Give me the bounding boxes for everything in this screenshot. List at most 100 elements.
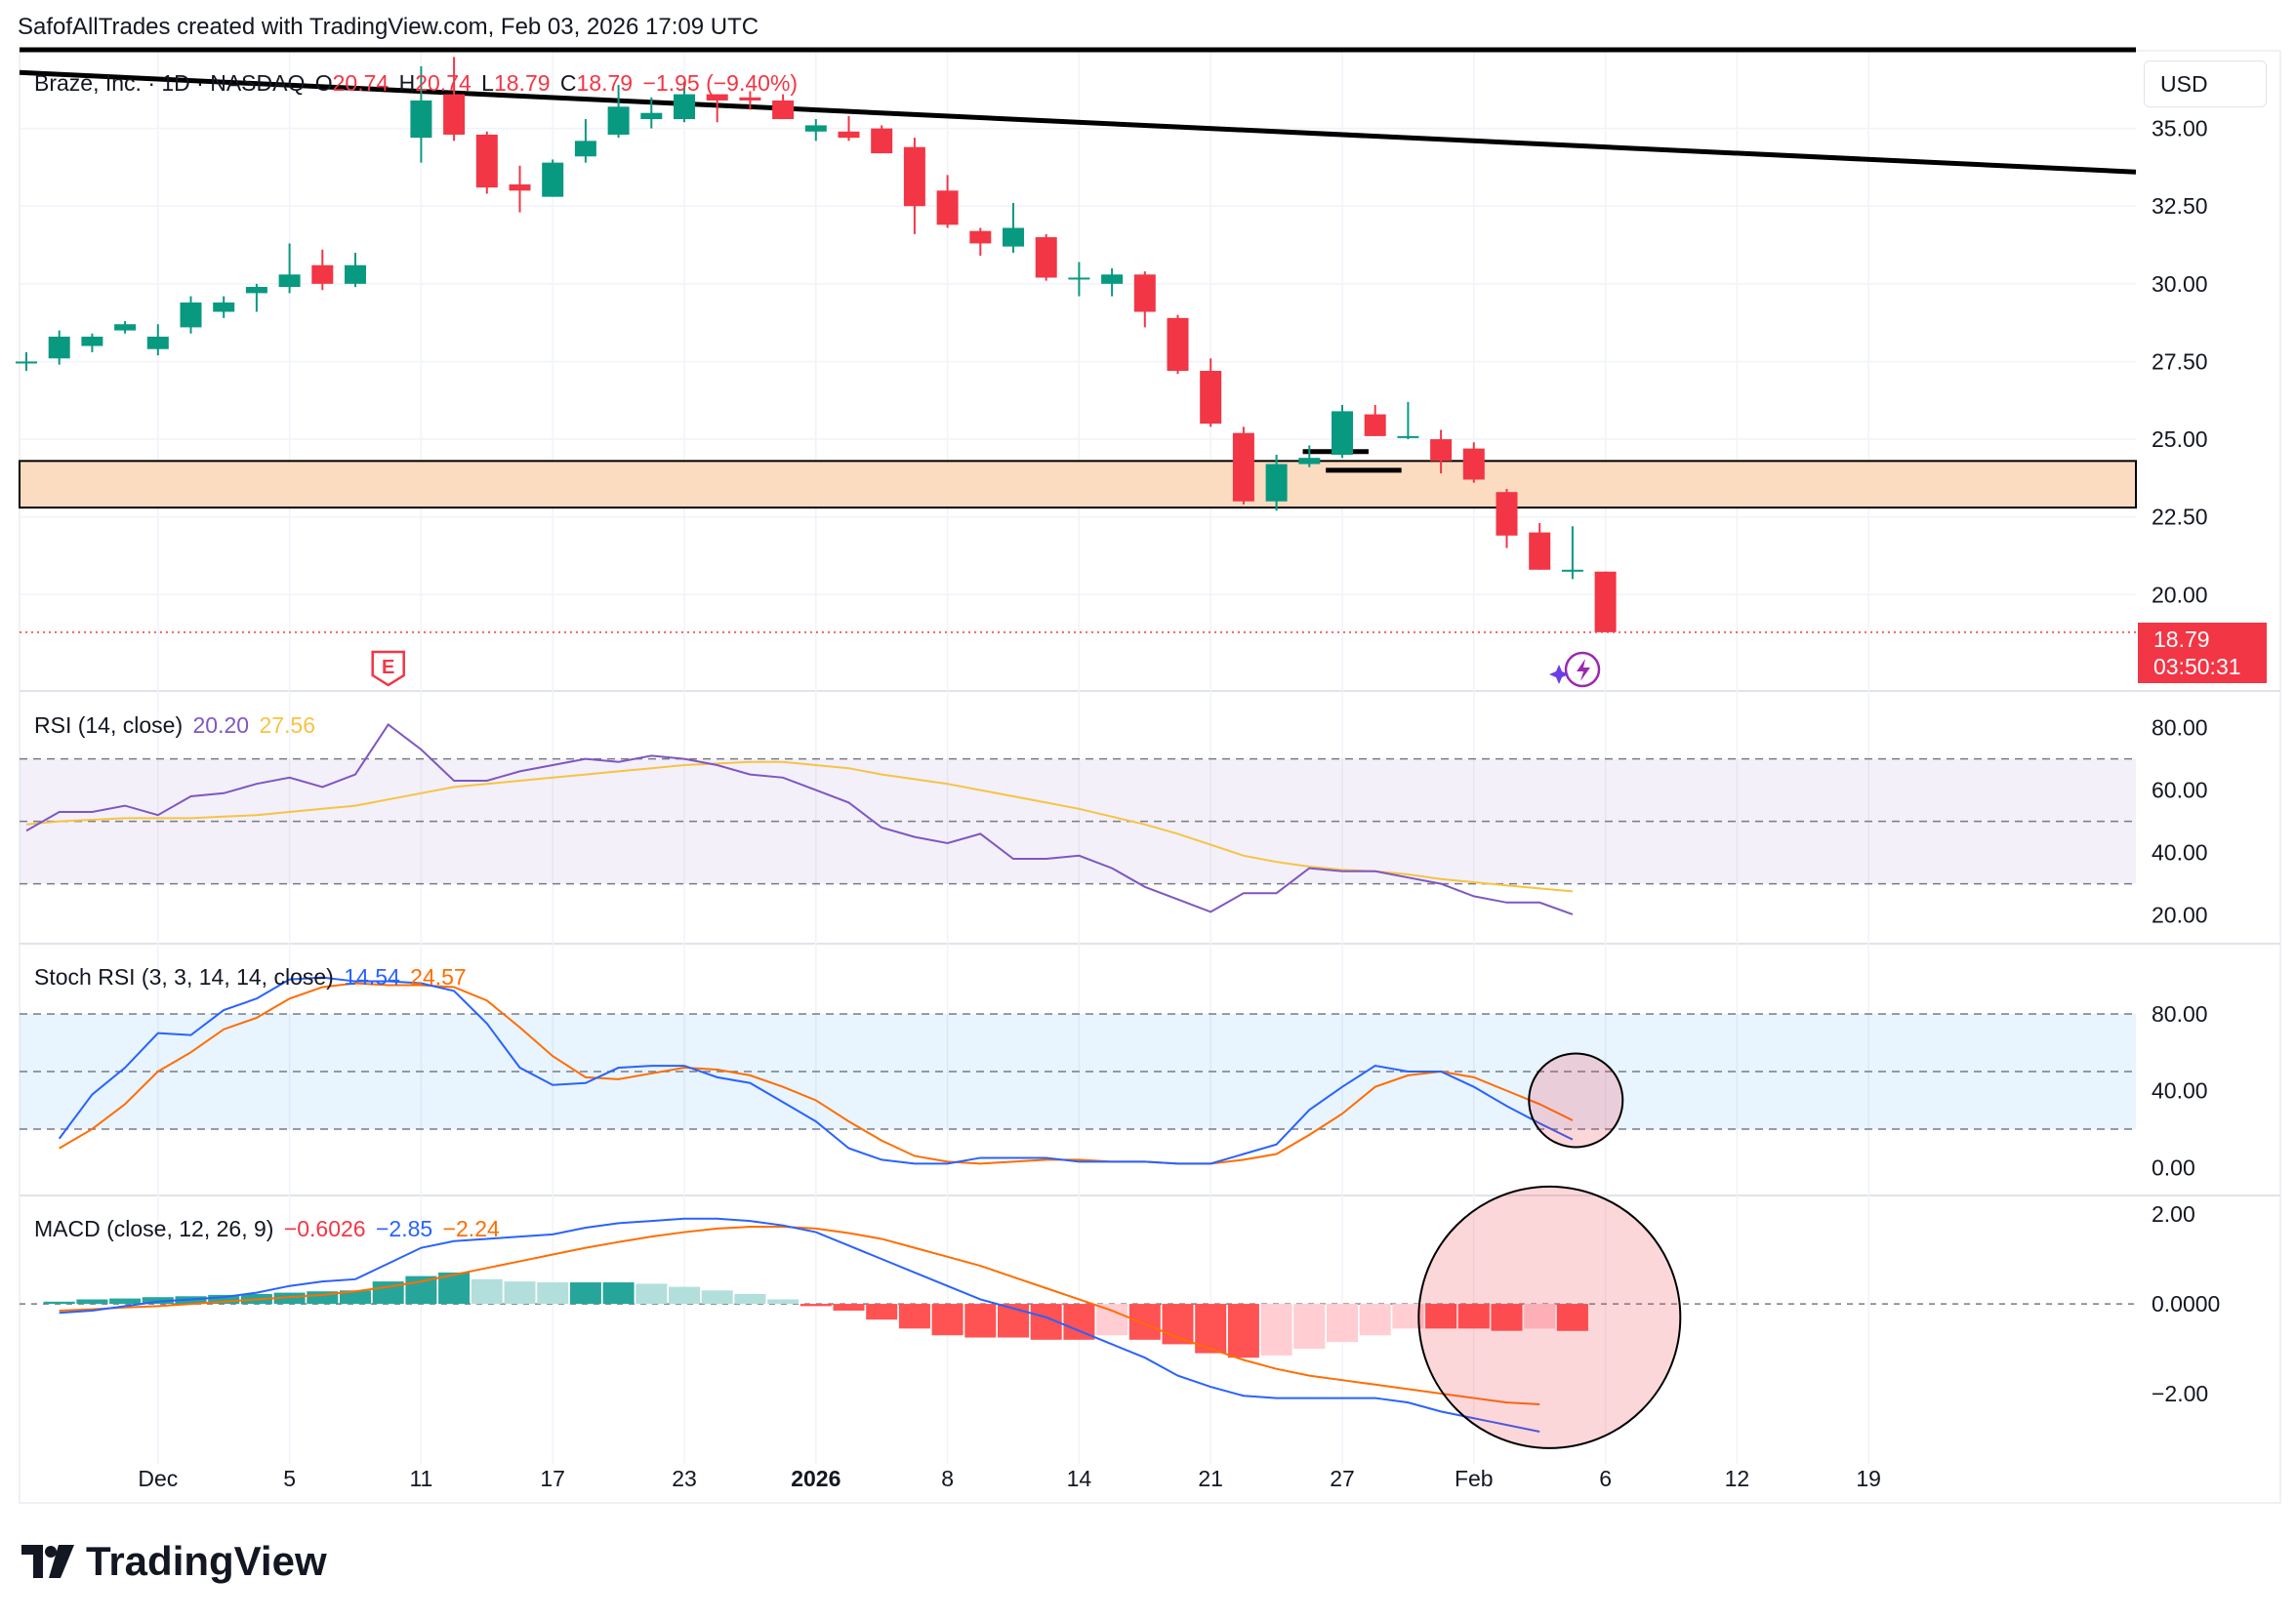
rsi-axis-label: 60.00 — [2152, 778, 2208, 803]
candle-body — [146, 336, 169, 349]
macd-histogram-bar — [866, 1304, 898, 1320]
price-axis-label: 27.50 — [2152, 348, 2208, 374]
stoch-axis-label: 40.00 — [2152, 1078, 2208, 1104]
low-value: 18.79 — [493, 70, 551, 96]
candle-body — [1298, 458, 1321, 465]
symbol-legend[interactable]: Braze, Inc. · 1D · NASDAQ O20.74 H20.74 … — [34, 70, 801, 97]
price-axis-label: 20.00 — [2152, 582, 2208, 607]
stoch-highlight-circle — [1528, 1052, 1624, 1149]
macd-histogram-bar — [1491, 1304, 1523, 1331]
macd-histogram-bar — [405, 1276, 437, 1305]
macd-histogram-bar — [636, 1283, 668, 1305]
macd-axis-label: 2.00 — [2152, 1201, 2195, 1227]
macd-histogram-bar — [208, 1294, 240, 1305]
candle-body — [1332, 411, 1353, 455]
tradingview-logo-icon — [21, 1545, 74, 1578]
candle-body — [706, 94, 728, 101]
change-value: −1.95 (−9.40%) — [642, 70, 799, 96]
price-axis-label: 25.00 — [2152, 426, 2208, 452]
macd-histogram-bar — [669, 1286, 700, 1305]
candle-body — [311, 264, 334, 284]
macd-line-value: −2.85 — [375, 1216, 433, 1241]
sparkle-icon — [1549, 665, 1570, 684]
candle-body — [936, 190, 959, 225]
earnings-marker-icon — [371, 650, 405, 687]
candle-body — [804, 125, 827, 132]
macd-histogram-bar — [1359, 1304, 1391, 1336]
price-axis-label: 22.50 — [2152, 505, 2208, 530]
support-zone — [19, 460, 2137, 509]
candle-body — [475, 134, 498, 188]
candle-body — [81, 336, 103, 346]
candle-body — [1133, 274, 1156, 312]
x-tick-label: 19 — [1856, 1466, 1881, 1491]
candle-body — [903, 146, 925, 207]
candle-body — [1594, 571, 1617, 632]
x-tick-label: 5 — [283, 1466, 296, 1491]
macd-name: MACD (close, 12, 26, 9) — [34, 1216, 274, 1241]
x-tick-label: 2026 — [791, 1466, 840, 1491]
price-axis-label: 30.00 — [2152, 271, 2208, 297]
macd-histogram-bar — [767, 1299, 800, 1305]
macd-axis-label: −2.00 — [2152, 1381, 2208, 1406]
candle-body — [1200, 371, 1222, 425]
macd-histogram-bar — [1063, 1304, 1095, 1340]
candle-body — [871, 128, 893, 154]
macd-legend[interactable]: MACD (close, 12, 26, 9) −0.6026 −2.85 −2… — [34, 1216, 504, 1242]
candle-body — [542, 162, 564, 197]
candle-body — [1003, 227, 1024, 247]
macd-histogram-bar — [1260, 1304, 1292, 1356]
macd-hist-value: −0.6026 — [283, 1216, 366, 1241]
macd-histogram-bar — [1128, 1304, 1161, 1340]
candle-body — [1529, 532, 1551, 570]
candle-body — [345, 264, 366, 284]
macd-histogram-bar — [898, 1304, 930, 1329]
rsi-legend[interactable]: RSI (14, close) 20.20 27.56 — [34, 712, 319, 739]
x-tick-label: 21 — [1198, 1466, 1223, 1491]
macd-histogram-bar — [1425, 1304, 1457, 1329]
lightning-glyph — [1577, 659, 1591, 681]
candle-body — [1496, 492, 1518, 536]
tradingview-logo[interactable]: TradingView — [21, 1538, 327, 1585]
x-tick-label: 12 — [1725, 1466, 1750, 1491]
stoch-rsi-legend[interactable]: Stoch RSI (3, 3, 14, 14, close) 14.54 24… — [34, 964, 471, 991]
high-label: H — [398, 70, 416, 96]
brand-name: TradingView — [86, 1538, 327, 1584]
rsi-name: RSI (14, close) — [34, 712, 184, 738]
candle-body — [1561, 569, 1583, 572]
x-tick-label: Dec — [138, 1466, 178, 1491]
candle-body — [838, 131, 860, 139]
descending-trendline — [19, 69, 2137, 175]
x-tick-label: 27 — [1330, 1466, 1355, 1491]
earnings-marker-label: E — [382, 657, 394, 678]
rsi-ma-value: 27.56 — [259, 712, 316, 738]
macd-histogram-bar — [142, 1297, 174, 1305]
symbol-name: Braze, Inc. · 1D · NASDAQ — [34, 70, 306, 96]
stoch-k-value: 14.54 — [344, 964, 400, 990]
candle-body — [574, 141, 596, 157]
stoch-d-line — [59, 982, 1574, 1165]
x-tick-label: 8 — [941, 1466, 954, 1491]
currency-selector[interactable]: USD — [2144, 61, 2267, 107]
macd-histogram-bar — [734, 1293, 766, 1305]
candle-body — [969, 230, 992, 244]
last-price-tag: 18.79 03:50:31 — [2138, 623, 2267, 683]
candle-body — [443, 94, 466, 135]
candle-body — [1430, 439, 1453, 462]
currency-label: USD — [2160, 70, 2208, 97]
macd-histogram-bar — [504, 1281, 536, 1305]
macd-histogram-bar — [800, 1304, 832, 1307]
low-label: L — [481, 70, 494, 96]
x-tick-label: 11 — [409, 1466, 432, 1491]
candle-body — [114, 324, 137, 331]
macd-histogram-bar — [569, 1282, 601, 1305]
price-axis-label: 35.00 — [2152, 116, 2208, 142]
stoch-k-line — [58, 976, 1574, 1165]
macd-axis-label: 0.0000 — [2152, 1291, 2220, 1316]
rsi-axis-label: 40.00 — [2152, 840, 2208, 866]
stoch-axis-label: 80.00 — [2152, 1001, 2208, 1027]
candle-body — [1068, 277, 1090, 280]
macd-histogram-bar — [340, 1290, 371, 1305]
bar-countdown: 03:50:31 — [2153, 654, 2241, 679]
